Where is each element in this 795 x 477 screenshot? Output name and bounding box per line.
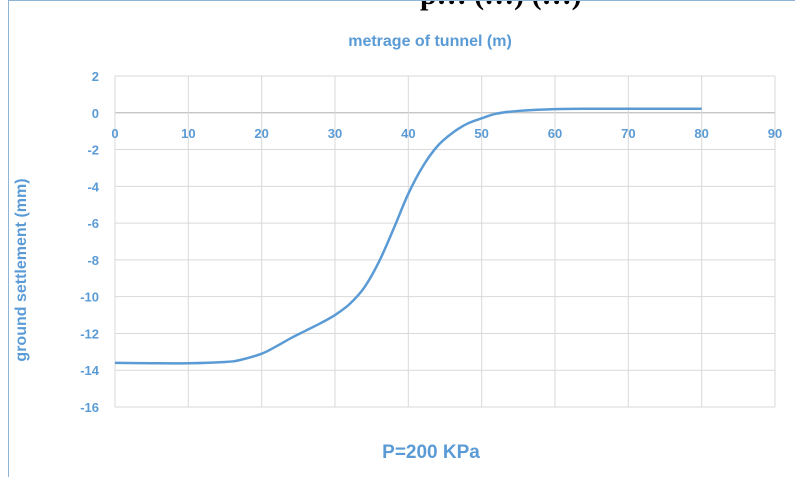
y-tick-labels: 2 0 -2 -4 -6 -8 -10 -12 -14 -16	[80, 69, 100, 415]
x-tick-labels: 0 10 20 30 40 50 60 70 80 90	[111, 126, 782, 141]
chart-bottom-caption: P=200 KPa	[382, 442, 480, 463]
chart-title: metrage of tunnel (m)	[348, 33, 512, 50]
y-tick-label: -10	[80, 290, 99, 305]
y-tick-label: -12	[80, 326, 99, 341]
x-tick-label: 50	[474, 126, 488, 141]
x-tick-label: 20	[254, 126, 268, 141]
x-tick-label: 0	[111, 126, 118, 141]
y-tick-label: 0	[92, 106, 99, 121]
y-tick-label: 2	[92, 69, 99, 84]
cropped-header-text: p… (…) (…)	[420, 0, 795, 12]
y-tick-label: -6	[87, 216, 99, 231]
series-line	[114, 107, 702, 365]
y-tick-label: -2	[87, 143, 99, 158]
x-tick-label: 80	[694, 126, 708, 141]
x-tick-label: 40	[401, 126, 415, 141]
grid	[114, 75, 776, 408]
x-tick-label: 90	[768, 126, 782, 141]
y-axis-label: ground settlement (mm)	[13, 178, 30, 361]
y-tick-label: -8	[87, 253, 99, 268]
x-tick-label: 70	[621, 126, 635, 141]
x-tick-label: 60	[548, 126, 562, 141]
chart-frame	[8, 0, 795, 477]
x-tick-label: 30	[328, 126, 342, 141]
y-tick-label: -4	[87, 179, 99, 194]
y-tick-label: -14	[80, 363, 100, 378]
x-tick-label: 10	[181, 126, 195, 141]
y-tick-label: -16	[80, 400, 99, 415]
